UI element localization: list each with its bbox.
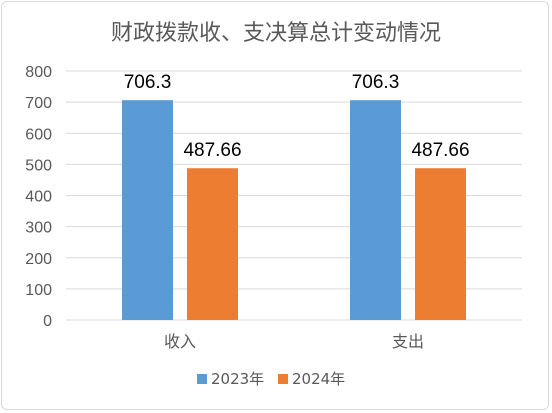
legend: 2023年 2024年: [197, 370, 345, 388]
legend-label: 2023年: [211, 370, 264, 388]
y-tick-label: 0: [43, 313, 52, 330]
y-tick-label: 600: [25, 126, 52, 143]
y-tick-label: 400: [25, 189, 52, 206]
data-label: 706.3: [124, 72, 172, 93]
bar-2024-revenue: [187, 168, 238, 320]
data-label: 706.3: [352, 72, 400, 93]
y-tick-label: 800: [25, 64, 52, 81]
legend-swatch: [278, 374, 288, 384]
y-axis-ticks: 0 100 200 300 400 500 600 700 800: [25, 64, 52, 330]
x-category-label: 收入: [164, 332, 196, 351]
y-tick-label: 100: [25, 282, 52, 299]
bar-2023-revenue: [122, 100, 173, 320]
data-label: 487.66: [183, 140, 241, 161]
y-tick-label: 200: [25, 251, 52, 268]
legend-swatch: [197, 374, 207, 384]
x-category-label: 支出: [392, 332, 424, 351]
data-label: 487.66: [411, 140, 469, 161]
legend-label: 2024年: [292, 370, 345, 388]
chart-title: 财政拨款收、支决算总计变动情况: [111, 21, 441, 46]
y-tick-label: 500: [25, 157, 52, 174]
bar-2023-expenditure: [350, 100, 401, 320]
data-labels: 706.3 487.66 706.3 487.66: [124, 72, 470, 161]
y-tick-label: 300: [25, 220, 52, 237]
bar-2024-expenditure: [415, 168, 466, 320]
y-tick-label: 700: [25, 95, 52, 112]
bars: [122, 100, 466, 320]
x-axis-categories: 收入 支出: [164, 332, 424, 351]
